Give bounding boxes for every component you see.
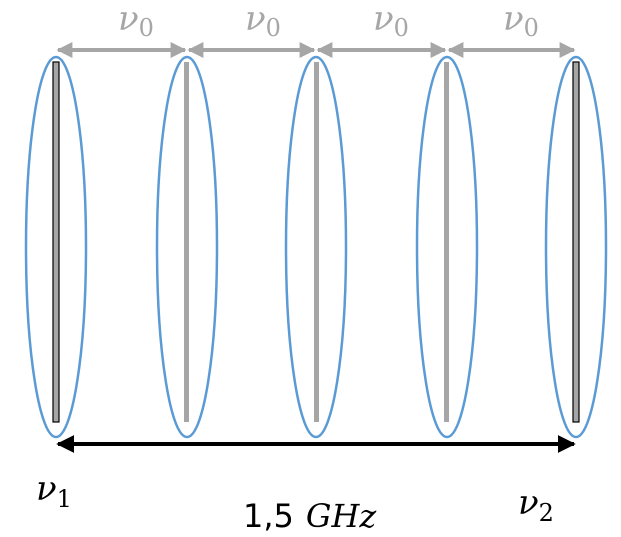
label-part: 2 bbox=[539, 499, 554, 527]
right-label: ν2 bbox=[518, 483, 554, 527]
label-part: 0 bbox=[524, 14, 539, 42]
label-part: GHz bbox=[306, 497, 377, 535]
spacing-label: ν0 bbox=[245, 0, 281, 42]
label-part: ν bbox=[118, 0, 139, 39]
label-part: ν bbox=[373, 0, 394, 39]
span-label: 1,5 GHz bbox=[243, 497, 377, 535]
label-part: 1 bbox=[57, 485, 72, 513]
left-label: ν1 bbox=[36, 469, 72, 513]
label-part: 0 bbox=[139, 14, 154, 42]
label-part: ν bbox=[518, 483, 539, 523]
label-part: ν bbox=[245, 0, 266, 39]
spacing-label: ν0 bbox=[373, 0, 409, 42]
spectral-lines bbox=[52, 61, 580, 423]
spacing-label: ν0 bbox=[503, 0, 539, 42]
label-part: 0 bbox=[394, 14, 409, 42]
label-part: ν bbox=[503, 0, 524, 39]
label-part: 0 bbox=[266, 14, 281, 42]
mode-ellipses bbox=[24, 55, 608, 439]
spacing-label: ν0 bbox=[118, 0, 154, 42]
label-part: ν bbox=[36, 469, 57, 509]
label-part: 1,5 bbox=[243, 497, 294, 535]
